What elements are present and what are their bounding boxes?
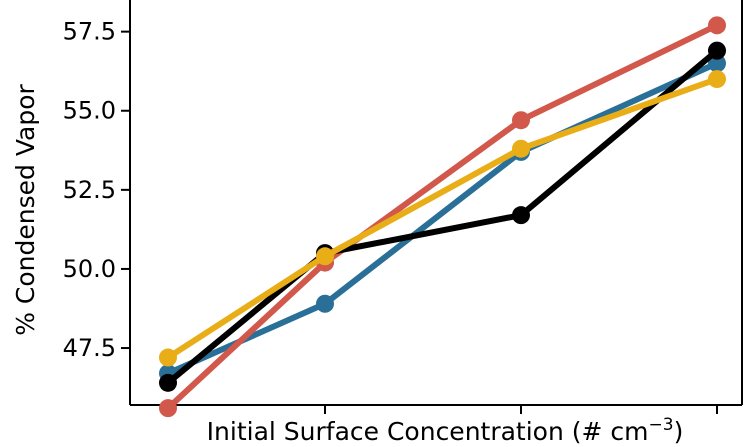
data-point — [159, 373, 177, 392]
series-layer — [159, 16, 726, 418]
y-tick-label: 50.0 — [63, 255, 116, 283]
y-tick-label: 55.0 — [63, 97, 116, 125]
y-tick-label: 57.5 — [63, 18, 116, 46]
data-point — [159, 399, 177, 418]
data-point — [512, 139, 530, 158]
data-point — [512, 111, 530, 130]
x-axis-label-main: Initial Surface Concentration (# cm — [207, 417, 649, 446]
tick-labels: 47.5 50.0 52.5 55.0 57.5 — [63, 18, 116, 362]
y-tick-label: 47.5 — [63, 334, 116, 362]
data-point — [708, 54, 726, 73]
data-point — [708, 16, 726, 35]
data-point — [512, 206, 530, 225]
x-axis-label-close: ) — [674, 417, 684, 446]
data-point — [708, 41, 726, 60]
y-axis-label: % Condensed Vapor — [11, 84, 40, 336]
data-point — [708, 70, 726, 89]
data-point — [316, 247, 334, 266]
series-line-2 — [165, 22, 720, 412]
axes — [121, 0, 743, 414]
series-line-4 — [165, 76, 720, 361]
x-axis-label: Initial Surface Concentration (# cm−3) — [207, 415, 684, 446]
y-tick-label: 52.5 — [63, 176, 116, 204]
data-point — [316, 294, 334, 313]
data-point — [159, 348, 177, 367]
series-line-3 — [165, 47, 720, 386]
x-axis-label-superscript: −3 — [649, 415, 674, 435]
